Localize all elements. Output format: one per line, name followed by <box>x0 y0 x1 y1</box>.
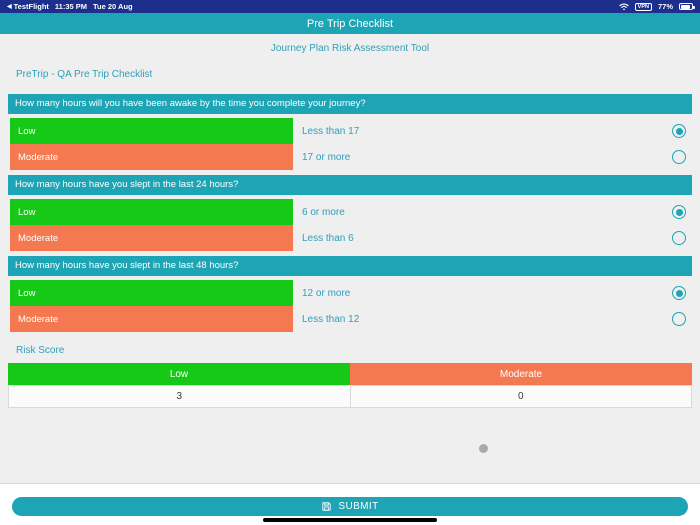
question-header: How many hours will you have been awake … <box>8 94 692 114</box>
risk-level-bar: Moderate <box>10 225 293 251</box>
risk-level-bar: Low <box>10 199 293 225</box>
question-block-3: How many hours have you slept in the las… <box>8 256 692 332</box>
back-to-app-button[interactable]: ◀ TestFlight <box>7 2 49 11</box>
option-row: Low Less than 17 <box>8 118 692 144</box>
option-label: 6 or more <box>302 206 345 218</box>
question-block-2: How many hours have you slept in the las… <box>8 175 692 251</box>
option-label: 17 or more <box>302 151 351 163</box>
risk-level-bar: Moderate <box>10 306 293 332</box>
tool-subtitle: Journey Plan Risk Assessment Tool <box>270 43 430 54</box>
option-label: Less than 12 <box>302 313 360 325</box>
option-label: Less than 6 <box>302 232 354 244</box>
submit-label: SUBMIT <box>338 501 379 512</box>
back-to-app-label: TestFlight <box>13 2 49 11</box>
option-row: Moderate Less than 12 <box>8 306 692 332</box>
status-date: Tue 20 Aug <box>93 2 133 11</box>
vpn-badge: VPN <box>634 2 652 11</box>
page-title: Pre Trip Checklist <box>306 17 394 30</box>
radio-button[interactable] <box>672 312 686 326</box>
status-bar-right: VPN 77% <box>618 2 695 11</box>
status-time: 11:35 PM <box>54 2 88 11</box>
page-indicator-dot <box>479 444 488 453</box>
question-header: How many hours have you slept in the las… <box>8 175 692 195</box>
option-label: 12 or more <box>302 287 351 299</box>
battery-percent: 77% <box>657 2 673 11</box>
question-options: Low 12 or more Moderate Less than 12 <box>8 280 692 332</box>
radio-button[interactable] <box>672 124 686 138</box>
risk-score-table: Low Moderate 3 0 <box>8 363 692 408</box>
submit-button[interactable]: SUBMIT <box>12 497 688 516</box>
checklist-name: PreTrip - QA Pre Trip Checklist <box>16 69 153 80</box>
risk-score-value-low: 3 <box>176 391 183 402</box>
radio-button[interactable] <box>672 150 686 164</box>
option-row: Low 6 or more <box>8 199 692 225</box>
question-options: Low Less than 17 Moderate 17 or more <box>8 118 692 170</box>
option-row: Moderate Less than 6 <box>8 225 692 251</box>
radio-button[interactable] <box>672 231 686 245</box>
nav-bar: Pre Trip Checklist <box>0 13 700 34</box>
risk-score-header-row: Low Moderate <box>8 363 692 385</box>
option-label: Less than 17 <box>302 125 360 137</box>
radio-button[interactable] <box>672 286 686 300</box>
risk-score-value-row: 3 0 <box>8 385 692 408</box>
status-bar: ◀ TestFlight 11:35 PM Tue 20 Aug VPN 77% <box>0 0 700 13</box>
risk-level-bar: Low <box>10 118 293 144</box>
question-options: Low 6 or more Moderate Less than 6 <box>8 199 692 251</box>
risk-score-label: Risk Score <box>16 345 65 356</box>
option-row: Low 12 or more <box>8 280 692 306</box>
risk-level-bar: Low <box>10 280 293 306</box>
wifi-icon <box>618 2 629 11</box>
risk-score-header-low: Low <box>8 363 350 385</box>
question-block-1: How many hours will you have been awake … <box>8 94 692 170</box>
back-to-app-icon: ◀ <box>7 3 12 10</box>
risk-score-value-moderate: 0 <box>349 386 692 407</box>
footer-bar: SUBMIT <box>0 483 700 525</box>
risk-level-bar: Moderate <box>10 144 293 170</box>
save-icon <box>321 501 332 512</box>
home-indicator[interactable] <box>263 518 437 522</box>
radio-button[interactable] <box>672 205 686 219</box>
option-row: Moderate 17 or more <box>8 144 692 170</box>
battery-icon <box>679 3 695 10</box>
risk-score-header-moderate: Moderate <box>350 363 692 385</box>
question-header: How many hours have you slept in the las… <box>8 256 692 276</box>
status-bar-left: ◀ TestFlight 11:35 PM Tue 20 Aug <box>7 2 133 11</box>
